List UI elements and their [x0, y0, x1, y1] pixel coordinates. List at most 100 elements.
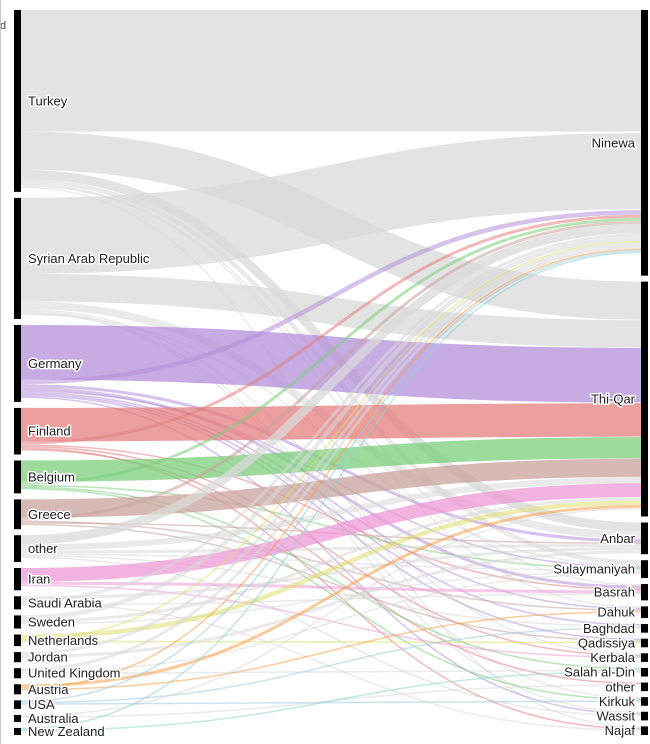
flow-netherlands-to-qadissiya — [20, 640, 642, 644]
flow-usa-to-ninewa — [20, 250, 642, 702]
source-label-finland: Finland — [28, 424, 71, 439]
source-nodes: Turkey Syrian Arab Republic Germany Finland… — [14, 10, 151, 740]
target-label-wassit: Wassit — [596, 709, 635, 724]
target-node-qadissiya[interactable] — [641, 638, 648, 648]
target-label-thi-qar: Thi-Qar — [591, 392, 636, 407]
source-node-syrian-arab-republic[interactable] — [14, 197, 21, 319]
source-node-other[interactable] — [14, 535, 21, 563]
flow-netherlands-to-ninewa — [20, 240, 642, 641]
source-label-netherlands: Netherlands — [28, 633, 99, 648]
target-node-anbar[interactable] — [641, 522, 648, 555]
flow-germany-to-baghdad — [20, 393, 642, 626]
flow-greece-to-ninewa — [20, 220, 642, 521]
flow-other-to-ninewa — [20, 223, 642, 545]
source-node-united-kingdom[interactable] — [14, 668, 21, 679]
target-label-sulaymaniyah: Sulaymaniyah — [553, 562, 635, 577]
flow-united-kingdom-to-sulaymaniyah — [20, 572, 642, 673]
target-nodes: Ninewa Thi-Qar Anbar Sulaymaniyah Basrah Dahu… — [552, 10, 648, 740]
source-node-belgium[interactable] — [14, 460, 21, 494]
flow-germany-to-dahuk — [20, 391, 642, 610]
source-node-finland[interactable] — [14, 407, 21, 455]
flow-iran-to-basrah — [20, 581, 642, 594]
source-label-usa: USA — [28, 697, 55, 712]
target-node-thi-qar[interactable] — [641, 281, 648, 517]
target-node-dahuk[interactable] — [641, 606, 648, 619]
source-node-saudi-arabia[interactable] — [14, 596, 21, 610]
flow-other-to-sulaymaniyah — [20, 553, 642, 571]
flow-united-kingdom-to-salah-al-din — [20, 669, 642, 675]
source-node-austria[interactable] — [14, 684, 21, 695]
target-label-ninewa: Ninewa — [592, 135, 636, 150]
target-node-baghdad[interactable] — [641, 624, 648, 633]
target-node-other[interactable] — [641, 682, 648, 692]
source-label-australia: Australia — [28, 711, 79, 726]
flow-jordan-to-ninewa — [20, 242, 642, 656]
target-node-basrah[interactable] — [641, 584, 648, 601]
source-node-usa[interactable] — [14, 700, 21, 709]
flow-other-to-thi-qar — [20, 477, 642, 551]
flow-other-to-baghdad — [20, 554, 642, 628]
flow-finland-to-ninewa — [20, 214, 642, 445]
target-node-wassit[interactable] — [641, 711, 648, 721]
flow-belgium-to-ninewa — [20, 217, 642, 485]
flow-jordan-to-anbar — [20, 550, 642, 659]
flow-austria-to-dahuk — [20, 610, 642, 691]
source-node-netherlands[interactable] — [14, 634, 21, 647]
source-label-austria: Austria — [28, 682, 69, 697]
source-label-saudi-arabia: Saudi Arabia — [28, 595, 102, 610]
clipped-edge-label: d — [0, 20, 7, 32]
flow-syrian-arab-republic-to-thi-qar — [20, 273, 642, 348]
target-label-kerbala: Kerbala — [590, 650, 636, 665]
target-label-anbar: Anbar — [600, 531, 635, 546]
flow-greece-to-qadissiya — [20, 523, 642, 642]
target-node-kerbala[interactable] — [641, 653, 648, 662]
flow-iran-to-kerbala — [20, 584, 642, 658]
flow-germany-to-thi-qar — [20, 324, 642, 403]
flow-other-to-anbar — [20, 544, 642, 554]
flow-saudi-arabia-to-najaf — [20, 602, 642, 731]
target-label-dahuk: Dahuk — [597, 605, 635, 620]
source-node-sweden[interactable] — [14, 615, 21, 629]
flow-united-kingdom-to-ninewa — [20, 245, 642, 672]
source-label-turkey: Turkey — [28, 93, 68, 108]
source-node-turkey[interactable] — [14, 10, 21, 192]
target-label-salah-al-din: Salah al-Din — [564, 665, 635, 680]
flow-greece-to-thi-qar — [20, 458, 642, 518]
target-node-sulaymaniyah[interactable] — [641, 560, 648, 579]
target-label-kirkuk: Kirkuk — [599, 694, 636, 709]
source-label-iran: Iran — [28, 572, 50, 587]
target-label-other: other — [605, 679, 635, 694]
source-node-greece[interactable] — [14, 499, 21, 530]
flow-austria-to-ninewa — [20, 248, 642, 689]
flow-links — [20, 9, 642, 732]
source-label-greece: Greece — [28, 507, 71, 522]
source-label-jordan: Jordan — [28, 650, 68, 665]
source-node-jordan[interactable] — [14, 652, 21, 663]
target-label-najaf: Najaf — [605, 723, 636, 738]
flow-sweden-to-thi-qar — [20, 497, 642, 623]
flow-finland-to-kerbala — [20, 445, 642, 657]
target-node-salah-al-din[interactable] — [641, 667, 648, 677]
source-label-germany: Germany — [28, 356, 82, 371]
target-node-najaf[interactable] — [641, 726, 648, 735]
flow-finland-to-basrah — [20, 444, 642, 591]
flow-saudi-arabia-to-ninewa — [20, 233, 642, 603]
source-node-iran[interactable] — [14, 568, 21, 591]
flow-new-zealand-to-salah-al-din — [20, 670, 642, 732]
flow-australia-to-thi-qar — [20, 507, 642, 717]
source-node-new-zealand[interactable] — [14, 727, 21, 735]
source-node-germany[interactable] — [14, 324, 21, 402]
source-label-belgium: Belgium — [28, 469, 75, 484]
source-node-australia[interactable] — [14, 714, 21, 722]
flow-syrian-arab-republic-to-ninewa — [20, 133, 642, 274]
target-label-qadissiya: Qadissiya — [578, 635, 636, 650]
target-node-kirkuk[interactable] — [641, 697, 648, 706]
flow-sweden-to-ninewa — [20, 236, 642, 620]
source-label-united-kingdom: United Kingdom — [28, 666, 121, 681]
target-node-ninewa[interactable] — [641, 10, 648, 276]
source-label-sweden: Sweden — [28, 614, 75, 629]
target-label-basrah: Basrah — [594, 585, 635, 600]
flow-usa-to-baghdad — [20, 627, 642, 704]
target-label-baghdad: Baghdad — [583, 621, 635, 636]
